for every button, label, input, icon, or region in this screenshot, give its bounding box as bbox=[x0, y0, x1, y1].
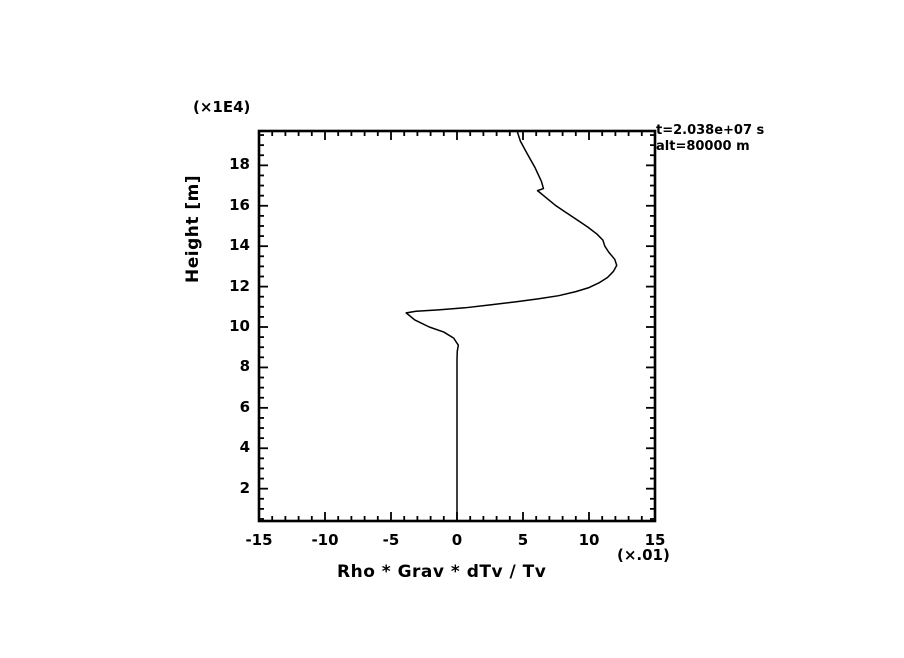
y-axis-title: Height [m] bbox=[183, 174, 203, 283]
y-tick-label: 2 bbox=[239, 478, 250, 497]
x-tick-label: -10 bbox=[311, 531, 339, 549]
y-tick-label: 16 bbox=[229, 195, 250, 214]
series-line-0 bbox=[405, 130, 618, 522]
y-tick-label: 14 bbox=[229, 236, 250, 255]
x-tick-label: -15 bbox=[245, 531, 273, 549]
x-tick-label: 5 bbox=[517, 531, 529, 549]
x-tick-label: 15 bbox=[644, 531, 666, 549]
x-tick-label: 0 bbox=[451, 531, 463, 549]
y-tick-label: 10 bbox=[229, 317, 250, 335]
y-tick-label: 8 bbox=[239, 357, 250, 376]
y-tick-label: 6 bbox=[239, 397, 250, 416]
y-tick-label: 18 bbox=[229, 155, 250, 174]
x-tick-label: -5 bbox=[382, 531, 400, 549]
y-axis-multiplier-label: (×1E4) bbox=[193, 98, 251, 116]
y-tick-label: 4 bbox=[239, 438, 250, 457]
x-tick-label: 10 bbox=[578, 531, 600, 549]
y-tick-label: 12 bbox=[229, 276, 250, 295]
annotation-time: t=2.038e+07 s bbox=[656, 123, 765, 138]
x-axis-multiplier-label: (×.01) bbox=[617, 546, 670, 564]
data-series bbox=[405, 130, 618, 522]
annotation-altitude: alt=80000 m bbox=[656, 139, 750, 154]
x-axis-title: Rho * Grav * dTv / Tv bbox=[337, 562, 547, 582]
axis-ticks bbox=[258, 131, 656, 521]
